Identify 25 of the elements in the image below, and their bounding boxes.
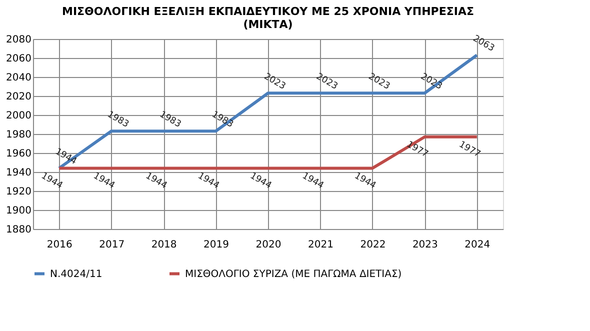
legend-label: ΜΙΣΘΟΛΟΓΙΟ ΣΥΡΙΖΑ (ΜΕ ΠΑΓΩΜΑ ΔΙΕΤΙΑΣ): [185, 268, 402, 280]
y-tick-label: 1920: [6, 186, 32, 198]
x-tick-label: 2019: [204, 240, 230, 250]
x-tick-label: 2020: [256, 240, 282, 250]
y-tick-label: 2040: [6, 72, 32, 84]
x-tick-label: 2016: [46, 240, 72, 250]
x-tick-label: 2022: [360, 240, 386, 250]
x-tick-label: 2021: [308, 240, 334, 250]
data-label: 1977: [456, 140, 482, 160]
x-tick-label: 2018: [151, 240, 177, 250]
y-tick-label: 2060: [6, 54, 32, 64]
y-tick-label: 1940: [6, 168, 32, 178]
chart-title: ΜΙΣΘΟΛΟΓΙΚΗ ΕΞΕΛΙΞΗ ΕΚΠΑΙΔΕΥΤΙΚΟΥ ΜΕ 25 ΧΡΟΝΙΑ ΥΠΗΡΕΣΙΑΣ (ΜΙΚΤΑ): [62, 4, 474, 31]
data-label: 1977: [404, 140, 430, 160]
y-tick-label: 1880: [6, 224, 32, 236]
y-tick-label: 1980: [6, 130, 32, 140]
legend-label: Ν.4024/11: [50, 268, 102, 280]
y-tick-label: 2020: [6, 92, 32, 102]
y-tick-label: 2080: [6, 34, 32, 46]
x-tick-label: 2024: [464, 240, 490, 250]
x-tick-label: 2017: [99, 240, 125, 250]
y-tick-label: 1960: [6, 148, 32, 160]
x-tick-label: 2023: [412, 240, 438, 250]
y-tick-label: 1900: [6, 206, 32, 216]
y-tick-label: 2000: [6, 110, 32, 122]
